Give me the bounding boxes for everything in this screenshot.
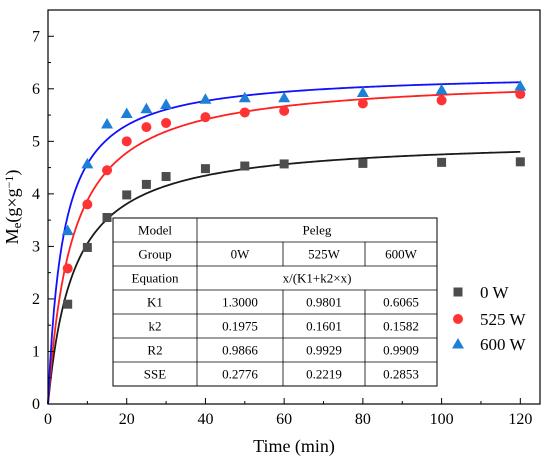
data-point bbox=[121, 136, 132, 147]
y-tick-label: 6 bbox=[32, 81, 40, 98]
table-cell: 0W bbox=[231, 247, 251, 262]
y-tick-label: 1 bbox=[32, 343, 40, 360]
table-cell: x/(K1+k2×x) bbox=[283, 271, 352, 286]
data-point bbox=[102, 165, 113, 176]
table-cell: 0.9801 bbox=[306, 295, 342, 310]
data-point bbox=[199, 93, 212, 104]
y-axis-title-sub: e bbox=[9, 222, 24, 228]
data-point bbox=[140, 102, 153, 114]
data-point bbox=[61, 224, 74, 236]
data-point bbox=[101, 117, 114, 129]
x-tick-label: 80 bbox=[355, 411, 371, 428]
data-point bbox=[279, 159, 289, 169]
y-tick-label: 5 bbox=[32, 133, 40, 150]
y-axis-title-close: ) bbox=[2, 170, 23, 176]
data-point bbox=[435, 83, 448, 95]
table-cell: Model bbox=[138, 223, 172, 238]
peleg-model-table: Model Peleg Group 0W 525W 600W Equation x/(K1+k… bbox=[112, 217, 438, 387]
table-cell: k2 bbox=[149, 319, 162, 334]
y-tick-label: 2 bbox=[32, 291, 40, 308]
data-point bbox=[200, 164, 210, 174]
legend-marker bbox=[452, 338, 464, 349]
y-axis-title-sup: −1 bbox=[2, 176, 16, 189]
data-point bbox=[122, 190, 132, 200]
data-point bbox=[82, 199, 93, 210]
data-point bbox=[357, 98, 368, 109]
data-point bbox=[82, 242, 92, 252]
data-point bbox=[141, 179, 151, 189]
x-tick-label: 20 bbox=[119, 411, 135, 428]
data-point bbox=[514, 80, 527, 91]
legend-label: 600 W bbox=[480, 335, 526, 354]
legend-label: 0 W bbox=[480, 283, 509, 302]
table-cell: 0.2219 bbox=[306, 367, 342, 382]
legend: 0 W 525 W 600 W bbox=[452, 283, 526, 354]
table-cell: 525W bbox=[308, 247, 341, 262]
y-axis-title-rest: (g×g bbox=[2, 188, 23, 222]
table-cell: 0.1601 bbox=[306, 319, 342, 334]
data-point bbox=[515, 157, 525, 167]
y-tick-label: 7 bbox=[32, 28, 40, 45]
data-point bbox=[81, 157, 94, 169]
table-cell: 0.2776 bbox=[222, 367, 258, 382]
data-point bbox=[240, 161, 250, 171]
data-point bbox=[161, 172, 171, 182]
x-tick-label: 40 bbox=[197, 411, 213, 428]
y-tick-label: 3 bbox=[32, 238, 40, 255]
data-point bbox=[161, 117, 172, 128]
data-point bbox=[358, 158, 368, 168]
data-points bbox=[61, 80, 527, 309]
axis-ticks: 0 20 40 60 80 100 120 0 1 2 3 4 5 6 7 bbox=[32, 28, 532, 428]
legend-marker bbox=[453, 287, 463, 297]
legend-label: 525 W bbox=[480, 310, 526, 329]
table-cell: Peleg bbox=[303, 223, 332, 238]
x-axis-title: Time (min) bbox=[253, 436, 335, 457]
data-point bbox=[239, 107, 250, 118]
table-cell: SSE bbox=[144, 367, 166, 382]
x-tick-label: 0 bbox=[44, 411, 52, 428]
data-point bbox=[141, 122, 152, 133]
data-point bbox=[160, 98, 173, 110]
table-cell: 1.3000 bbox=[222, 295, 258, 310]
data-point bbox=[436, 95, 447, 106]
table-cell: 0.1582 bbox=[383, 319, 419, 334]
table-cell: 0.9929 bbox=[306, 343, 342, 358]
x-tick-label: 120 bbox=[508, 411, 532, 428]
data-point bbox=[238, 91, 251, 103]
table-cell: K1 bbox=[147, 295, 163, 310]
data-point bbox=[515, 89, 526, 100]
table-cell: 0.9866 bbox=[222, 343, 258, 358]
y-axis-title: Me(g×g−1) bbox=[2, 170, 25, 245]
table-cell: 0.9909 bbox=[383, 343, 419, 358]
data-point bbox=[356, 86, 369, 97]
table-cell: R2 bbox=[147, 343, 162, 358]
data-point bbox=[102, 213, 112, 223]
data-point bbox=[279, 105, 290, 116]
legend-marker bbox=[453, 314, 463, 324]
table-background bbox=[112, 217, 438, 387]
data-point bbox=[278, 91, 291, 103]
data-point bbox=[437, 157, 447, 167]
y-tick-label: 4 bbox=[32, 186, 40, 203]
data-point bbox=[200, 112, 211, 123]
table-cell: 600W bbox=[385, 247, 418, 262]
x-tick-label: 100 bbox=[430, 411, 454, 428]
data-point bbox=[120, 107, 133, 118]
y-tick-label: 0 bbox=[32, 396, 40, 413]
table-cell: 0.6065 bbox=[383, 295, 419, 310]
table-cell: Equation bbox=[132, 271, 179, 286]
data-point bbox=[63, 299, 73, 309]
table-cell: 0.1975 bbox=[222, 319, 258, 334]
y-axis-title-base: M bbox=[2, 228, 22, 244]
data-point bbox=[62, 263, 73, 274]
table-cell: Group bbox=[138, 247, 171, 262]
table-cell: 0.2853 bbox=[383, 367, 419, 382]
plot-frame bbox=[47, 9, 541, 405]
x-tick-label: 60 bbox=[276, 411, 292, 428]
